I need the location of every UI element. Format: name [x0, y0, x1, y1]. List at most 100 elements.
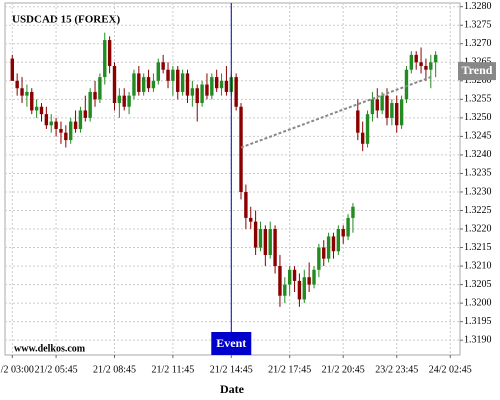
- candle-body: [317, 247, 321, 270]
- candle-body: [137, 73, 141, 92]
- candle-body: [200, 84, 204, 104]
- candle-body: [287, 269, 292, 285]
- x-tick-label: 24/2 02:45: [429, 364, 472, 375]
- x-axis-title: Date: [220, 382, 245, 396]
- x-tick-label: 23/2 23:45: [375, 364, 418, 375]
- candle-body: [210, 77, 214, 96]
- candle-body: [253, 221, 258, 248]
- y-tick-label: 1.3255: [464, 94, 492, 105]
- candle-body: [83, 110, 87, 118]
- candle-body: [112, 65, 117, 104]
- y-tick-label: 1.3220: [464, 223, 492, 234]
- candle-body: [360, 132, 365, 144]
- candle-body: [107, 40, 112, 66]
- candle-body: [30, 91, 34, 111]
- candle-body: [146, 77, 151, 89]
- candle-body: [322, 247, 326, 259]
- candle-body: [302, 277, 306, 300]
- y-tick-label: 1.3265: [464, 57, 492, 68]
- candle-body: [127, 95, 131, 107]
- candle-body: [268, 229, 272, 255]
- y-tick-label: 1.3190: [464, 334, 492, 345]
- y-tick-label: 1.3225: [464, 205, 492, 216]
- x-tick-label: 21/2 20:45: [322, 364, 365, 375]
- candle-body: [390, 103, 394, 118]
- candle-body: [88, 91, 92, 118]
- candle-body: [93, 91, 97, 100]
- trend-line: [240, 76, 432, 149]
- candle-body: [341, 229, 345, 237]
- y-tick-label: 1.3230: [464, 186, 492, 197]
- candle-body: [429, 62, 433, 70]
- candle-body: [49, 121, 53, 126]
- candle-body: [244, 191, 248, 218]
- candle-body: [312, 269, 316, 285]
- candle-body: [166, 69, 170, 81]
- candle-body: [249, 217, 253, 222]
- candle-body: [375, 99, 379, 111]
- candle-body: [239, 106, 243, 192]
- y-tick-label: 1.3240: [464, 149, 492, 160]
- candle-body: [409, 54, 414, 70]
- y-tick-label: 1.3215: [464, 242, 492, 253]
- candle-body: [414, 54, 418, 63]
- candle-body: [273, 229, 277, 267]
- candle-body: [385, 95, 389, 118]
- candle-body: [15, 80, 19, 89]
- candle-body: [98, 77, 102, 100]
- candle-body: [161, 62, 165, 70]
- candle-body: [171, 69, 175, 81]
- candle-body: [39, 106, 44, 115]
- x-tick-label: 21/2 05:45: [35, 364, 78, 375]
- candle-body: [380, 95, 384, 111]
- x-tick-label: 21/2 14:45: [210, 364, 253, 375]
- candle-body: [399, 99, 404, 126]
- y-tick-label: 1.3250: [464, 112, 492, 123]
- candle-body: [180, 73, 185, 92]
- candle-body: [141, 77, 146, 92]
- candle-body: [78, 110, 83, 129]
- candle-body: [336, 229, 341, 252]
- x-tick-label: 21/2 17:45: [268, 364, 311, 375]
- plot-area: [4, 2, 461, 356]
- y-tick-label: 1.3245: [464, 131, 492, 142]
- candle-body: [214, 77, 219, 89]
- y-tick-label: 1.3235: [464, 168, 492, 179]
- candle-body: [190, 88, 195, 96]
- y-tick-label: 1.3275: [464, 20, 492, 31]
- candle-body: [234, 77, 238, 107]
- candle-body: [433, 54, 438, 63]
- y-tick-label: 1.3200: [464, 297, 492, 308]
- candle-body: [224, 80, 229, 92]
- candle-body: [278, 266, 282, 296]
- candle-body: [365, 114, 370, 144]
- candle-body: [73, 121, 78, 129]
- y-tick-label: 1.3270: [464, 38, 492, 49]
- candle-body: [356, 110, 360, 133]
- candle-body: [292, 269, 297, 281]
- candle-body: [404, 69, 409, 100]
- y-tick-label: 1.3210: [464, 260, 492, 271]
- candle-body: [132, 73, 136, 96]
- candle-body: [156, 62, 160, 81]
- trend-label-box: [458, 62, 496, 81]
- candle-body: [283, 284, 287, 296]
- candle-body: [54, 121, 58, 129]
- candle-body: [64, 132, 68, 141]
- candle-body: [346, 217, 350, 237]
- candle-body: [117, 95, 122, 104]
- candle-body: [395, 103, 399, 126]
- candle-body: [122, 95, 126, 107]
- trend-label: Trend: [462, 63, 493, 77]
- candle-body: [307, 277, 311, 285]
- candle-body: [59, 128, 63, 133]
- y-tick-label: 1.3205: [464, 279, 492, 290]
- x-tick-label: 21/2 08:45: [93, 364, 136, 375]
- candle-body: [258, 229, 263, 248]
- candle-body: [185, 73, 190, 96]
- event-label-box: [211, 332, 252, 355]
- y-tick-label: 1.3280: [464, 1, 492, 12]
- y-tick-label: 1.3260: [464, 75, 492, 86]
- candle-body: [176, 69, 180, 92]
